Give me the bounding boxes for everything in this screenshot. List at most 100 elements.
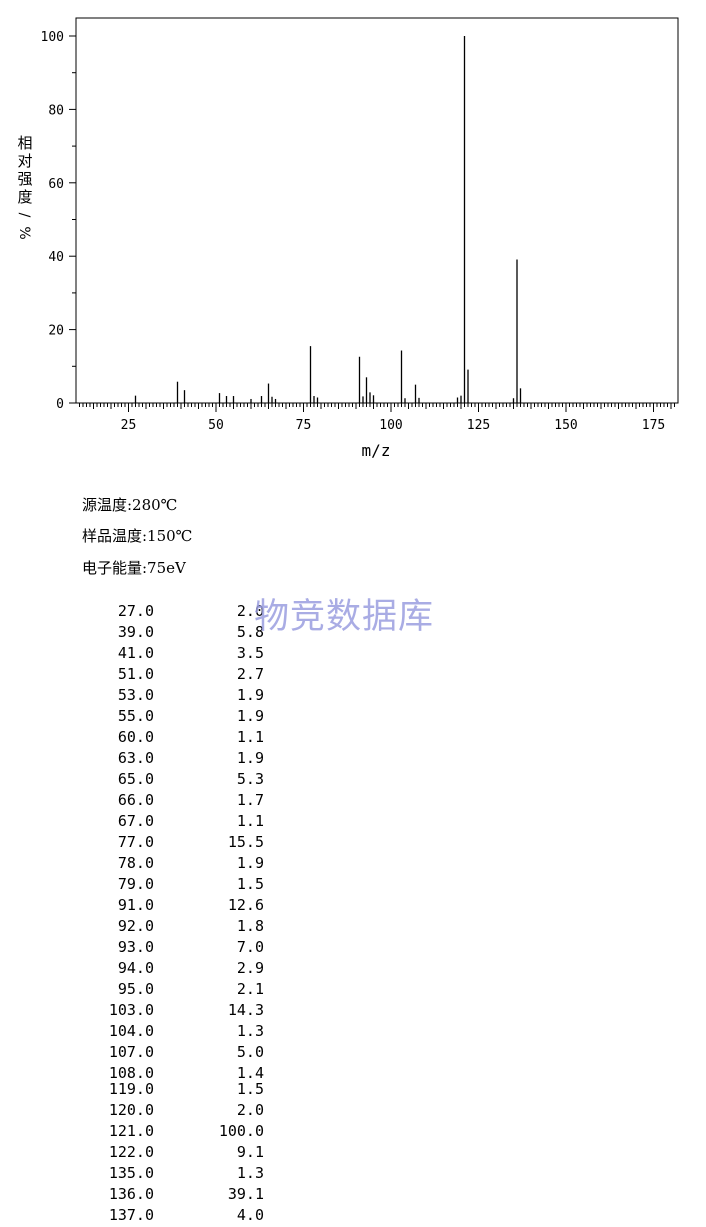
peak-row: 103.0 14.3 [0,1001,300,1022]
peak-mz: 55.0 [117,707,154,725]
peak-intensity: 1.7 [236,791,264,809]
peak-intensity: 2.0 [236,602,264,620]
peak-row: 121.0 100.0 [0,1122,300,1143]
peak-row: 39.0 5.8 [0,623,300,644]
peak-mz: 94.0 [117,959,154,977]
peak-intensity: 15.5 [227,833,264,851]
peak-mz: 104.0 [108,1022,154,1040]
mass-spectrum-chart: 0 20 40 60 80 100 25 50 75 100 125 150 175 m/z 相对强度… [16,17,679,460]
peak-mz: 78.0 [117,854,154,872]
peak-mz: 119.0 [108,1080,154,1098]
y-axis: 0 20 40 60 80 100 [41,30,76,412]
peak-intensity: 1.9 [236,686,264,704]
peak-intensity: 1.9 [236,749,264,767]
peak-mz: 39.0 [117,623,154,641]
watermark: 物竞数据库 [254,597,435,637]
peak-mz: 107.0 [108,1043,154,1061]
peak-row: 95.0 2.1 [0,980,300,1001]
peak-mz: 135.0 [108,1164,154,1182]
peak-mz: 95.0 [117,980,154,998]
peak-row: 78.0 1.9 [0,854,300,875]
peak-mz: 91.0 [117,896,154,914]
peak-row: 63.0 1.9 [0,749,300,770]
y-axis-label-char: % [16,226,32,239]
peak-intensity: 2.1 [236,980,264,998]
peak-intensity: 1.5 [236,875,264,893]
peak-intensity: 5.0 [236,1043,264,1061]
y-tick-label: 80 [48,103,64,118]
peak-intensity: 1.3 [236,1022,264,1040]
peak-intensity: 39.1 [227,1185,264,1203]
peak-row: 120.0 2.0 [0,1101,300,1122]
peak-intensity: 1.9 [236,854,264,872]
y-tick-label: 60 [48,177,64,192]
peak-mz: 51.0 [117,665,154,683]
source-temperature: 源温度:280℃ [82,496,178,514]
spectrum-peaks [134,36,522,403]
x-axis: 25 50 75 100 125 150 175 [79,403,675,433]
peak-intensity: 2.0 [236,1101,264,1119]
peak-intensity: 4.0 [236,1206,264,1224]
y-tick-label: 100 [41,30,64,45]
peak-row: 55.0 1.9 [0,707,300,728]
peak-mz: 93.0 [117,938,154,956]
peak-intensity: 1.1 [236,728,264,746]
peak-mz: 92.0 [117,917,154,935]
peak-intensity: 1.8 [236,917,264,935]
plot-frame [75,17,679,404]
peak-mz: 77.0 [117,833,154,851]
peak-mz: 108.0 [108,1064,154,1082]
peak-intensity: 1.1 [236,812,264,830]
peak-intensity: 1.9 [236,707,264,725]
y-axis-label-char: 对 [17,152,32,170]
peak-row: 67.0 1.1 [0,812,300,833]
peak-mz: 67.0 [117,812,154,830]
y-tick-label: 20 [48,324,64,339]
peak-mz: 60.0 [117,728,154,746]
peak-mz: 63.0 [117,749,154,767]
peak-mz: 41.0 [117,644,154,662]
peak-mz: 103.0 [108,1001,154,1019]
peak-row: 104.0 1.3 [0,1022,300,1043]
peak-intensity: 3.5 [236,644,264,662]
peak-row: 119.0 1.5 [0,1080,300,1101]
electron-energy: 电子能量:75eV [82,559,186,577]
peak-row: 107.0 5.0 [0,1043,300,1064]
peak-row: 51.0 2.7 [0,665,300,686]
x-axis-label: m/z [362,441,391,460]
y-axis-label-char: 度 [17,188,32,206]
x-tick-label: 150 [554,418,577,433]
peak-row: 136.0 39.1 [0,1185,300,1206]
y-tick-label: 0 [56,397,64,412]
peak-intensity: 9.1 [236,1143,264,1161]
peak-row: 135.0 1.3 [0,1164,300,1185]
peak-mz: 136.0 [108,1185,154,1203]
peak-row: 122.0 9.1 [0,1143,300,1164]
peak-row: 93.0 7.0 [0,938,300,959]
peak-mz: 66.0 [117,791,154,809]
peak-mz: 121.0 [108,1122,154,1140]
peak-intensity: 5.8 [236,623,264,641]
y-tick-label: 40 [48,250,64,265]
x-tick-label: 25 [121,418,137,433]
peak-row: 53.0 1.9 [0,686,300,707]
peak-row: 77.0 15.5 [0,833,300,854]
peak-intensity: 2.9 [236,959,264,977]
peak-intensity: 5.3 [236,770,264,788]
peak-row: 94.0 2.9 [0,959,300,980]
peak-mz: 137.0 [108,1206,154,1224]
peak-mz: 53.0 [117,686,154,704]
peak-intensity: 12.6 [227,896,264,914]
peak-intensity: 1.5 [236,1080,264,1098]
peak-row: 79.0 1.5 [0,875,300,896]
x-tick-label: 75 [296,418,312,433]
peak-row: 91.0 12.6 [0,896,300,917]
x-tick-label: 125 [467,418,490,433]
peak-row: 41.0 3.5 [0,644,300,665]
peak-intensity: 1.3 [236,1164,264,1182]
y-axis-label-char: 强 [17,170,32,188]
peak-row: 60.0 1.1 [0,728,300,749]
y-axis-label-char: / [16,213,32,218]
peak-mz: 120.0 [108,1101,154,1119]
